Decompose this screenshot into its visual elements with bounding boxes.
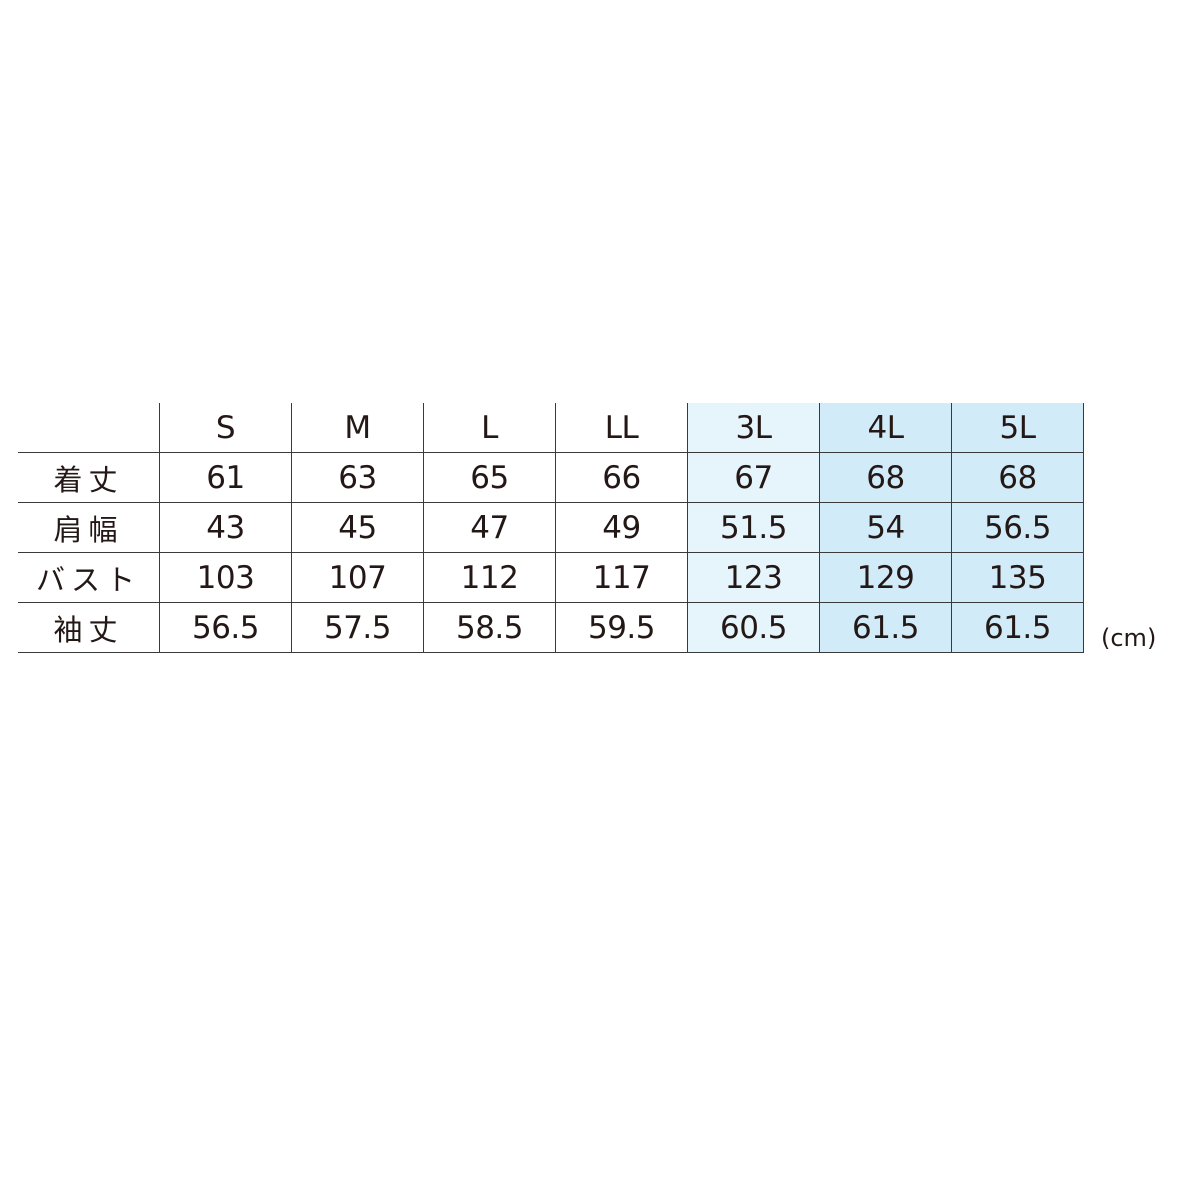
table-cell: 49 <box>555 502 688 553</box>
table-cell: 61.5 <box>819 602 952 653</box>
table-cell: 66 <box>555 452 688 503</box>
table-cell: 58.5 <box>423 602 556 653</box>
size-header-LL: LL <box>555 403 688 453</box>
table-cell: 63 <box>291 452 424 503</box>
table-cell: 117 <box>555 552 688 603</box>
table-cell: 43 <box>159 502 292 553</box>
table-cell: 51.5 <box>687 502 820 553</box>
table-cell: 54 <box>819 502 952 553</box>
header-row: S M L LL 3L 4L 5L <box>18 403 1084 453</box>
table-cell: 61.5 <box>951 602 1084 653</box>
corner-cell <box>18 403 160 453</box>
row-label: バスト <box>18 552 160 603</box>
table-cell: 60.5 <box>687 602 820 653</box>
table-cell: 59.5 <box>555 602 688 653</box>
size-header-3L: 3L <box>687 403 820 453</box>
table-cell: 67 <box>687 452 820 503</box>
table-cell: 68 <box>951 452 1084 503</box>
table-cell: 112 <box>423 552 556 603</box>
size-header-4L: 4L <box>819 403 952 453</box>
table-cell: 61 <box>159 452 292 503</box>
table-row: 着丈 61 63 65 66 67 68 68 <box>18 452 1084 503</box>
row-label: 肩幅 <box>18 502 160 553</box>
table-cell: 57.5 <box>291 602 424 653</box>
size-chart-table: S M L LL 3L 4L 5L 着丈 61 63 65 66 67 68 68 肩幅 43 45 47 49 51.… <box>18 403 1084 653</box>
table-cell: 47 <box>423 502 556 553</box>
size-header-S: S <box>159 403 292 453</box>
table-cell: 56.5 <box>951 502 1084 553</box>
table-cell: 68 <box>819 452 952 503</box>
table-cell: 135 <box>951 552 1084 603</box>
row-label: 袖丈 <box>18 602 160 653</box>
table-row: 袖丈 56.5 57.5 58.5 59.5 60.5 61.5 61.5 <box>18 602 1084 653</box>
table-row: バスト 103 107 112 117 123 129 135 <box>18 552 1084 603</box>
table-cell: 129 <box>819 552 952 603</box>
table-cell: 45 <box>291 502 424 553</box>
size-header-L: L <box>423 403 556 453</box>
table-cell: 107 <box>291 552 424 603</box>
size-header-5L: 5L <box>951 403 1084 453</box>
table-cell: 103 <box>159 552 292 603</box>
table-row: 肩幅 43 45 47 49 51.5 54 56.5 <box>18 502 1084 553</box>
row-label: 着丈 <box>18 452 160 503</box>
table-cell: 56.5 <box>159 602 292 653</box>
size-header-M: M <box>291 403 424 453</box>
table-cell: 65 <box>423 452 556 503</box>
unit-label: (cm) <box>1101 624 1157 652</box>
table-cell: 123 <box>687 552 820 603</box>
